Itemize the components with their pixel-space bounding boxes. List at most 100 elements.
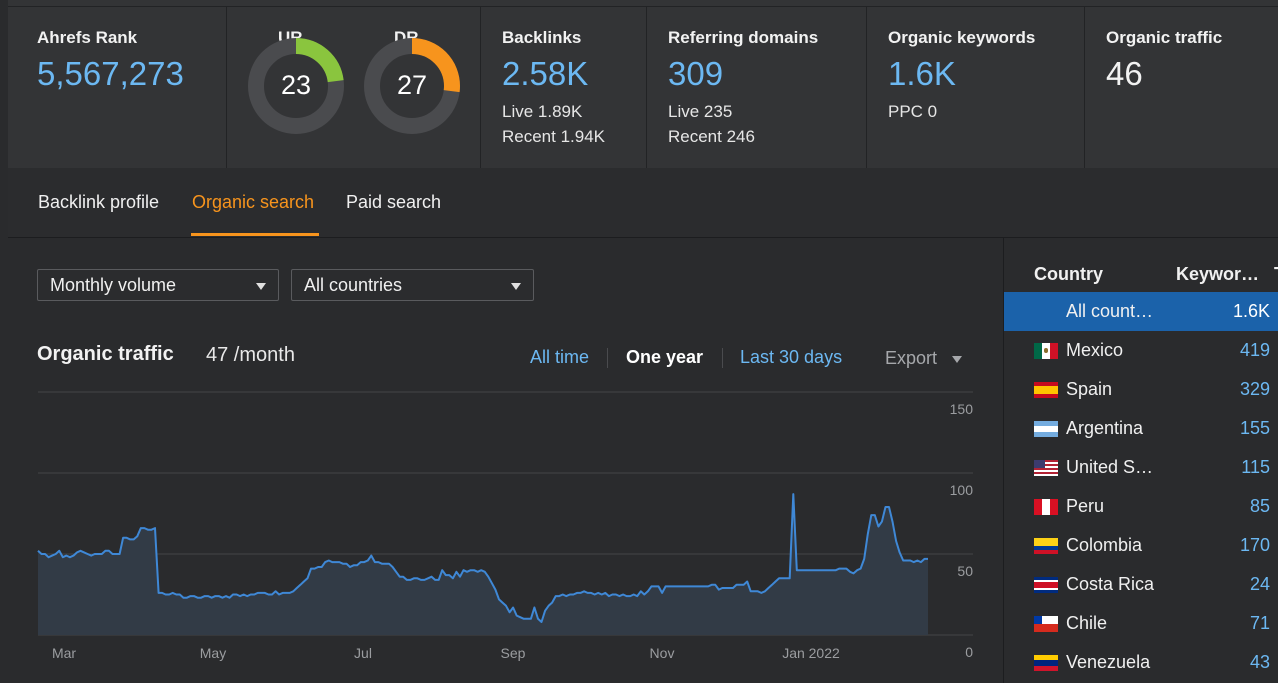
dr-gauge[interactable]: 27 <box>362 36 462 136</box>
keyword-count[interactable]: 24 <box>1249 574 1270 594</box>
keyword-count[interactable]: 329 <box>1239 379 1270 399</box>
venezuela-flag-icon <box>1034 655 1058 671</box>
x-tick-label: Jan 2022 <box>782 645 840 661</box>
traffic-line[interactable] <box>37 493 928 623</box>
section-tabs: Backlink profile Organic search Paid sea… <box>8 168 1278 238</box>
backlinks-recent: Recent 1.94K <box>502 127 606 146</box>
argentina-flag-icon <box>1034 421 1058 437</box>
traffic-area <box>38 494 928 635</box>
table-row[interactable]: Venezuela 43 <box>1004 643 1278 682</box>
keyword-count[interactable]: 71 <box>1249 613 1270 633</box>
organic-traffic-value: 46 <box>1106 55 1143 92</box>
range-divider <box>722 348 723 368</box>
chevron-down-icon <box>952 355 963 363</box>
costa-rica-flag-icon <box>1034 577 1058 593</box>
tab-paid-search[interactable]: Paid search <box>346 192 442 212</box>
mexico-flag-icon <box>1034 343 1058 359</box>
country-name[interactable]: Mexico <box>1066 340 1124 360</box>
metrics-bar: Ahrefs Rank 5,567,273 UR 23 DR 27 Backli… <box>8 0 1278 169</box>
organic-keywords-card: Organic keywords 1.6K PPC 0 <box>867 7 1085 168</box>
organic-traffic-panel: Monthly volume All countries Organic tra… <box>8 238 1004 683</box>
ahrefs-rank-value[interactable]: 5,567,273 <box>37 55 184 92</box>
keyword-count[interactable]: 43 <box>1249 652 1270 672</box>
keyword-count[interactable]: 85 <box>1249 496 1270 516</box>
table-row[interactable]: Spain 329 <box>1004 370 1278 409</box>
country-select[interactable]: All countries <box>291 269 534 301</box>
ur-dr-card: UR 23 DR 27 <box>227 7 481 168</box>
y-tick-label: 100 <box>950 482 974 498</box>
table-row[interactable]: Mexico 419 <box>1004 331 1278 370</box>
country-select-value: All countries <box>304 275 403 295</box>
tab-organic-search[interactable]: Organic search <box>192 192 315 212</box>
usa-flag-icon <box>1034 460 1058 476</box>
export-button[interactable]: Export <box>885 348 963 369</box>
country-name[interactable]: Chile <box>1066 613 1108 633</box>
chart-title: Organic traffic <box>37 343 174 365</box>
backlinks-card: Backlinks 2.58K Live 1.89K Recent 1.94K <box>481 7 647 168</box>
volume-select[interactable]: Monthly volume <box>37 269 279 301</box>
country-table: Country Keywor… T All count… 1.6K Mexico 41… <box>1004 238 1278 683</box>
y-tick-label: 0 <box>965 644 973 660</box>
x-tick-label: Jul <box>354 645 372 661</box>
keyword-count[interactable]: 170 <box>1239 535 1270 555</box>
country-name[interactable]: Venezuela <box>1066 652 1151 672</box>
referring-domains-value[interactable]: 309 <box>668 55 724 92</box>
referring-domains-live: Live 235 <box>668 102 733 121</box>
keywords-column-header[interactable]: Keywor… <box>1176 264 1260 284</box>
country-name[interactable]: All count… <box>1066 301 1154 321</box>
table-row[interactable]: Peru 85 <box>1004 487 1278 526</box>
range-all-time[interactable]: All time <box>530 347 590 367</box>
export-label: Export <box>885 348 938 368</box>
country-name[interactable]: United S… <box>1066 457 1154 477</box>
chart-value: 47 /month <box>206 344 295 366</box>
organic-traffic-label: Organic traffic <box>1106 28 1223 47</box>
keyword-count[interactable]: 155 <box>1239 418 1270 438</box>
country-name[interactable]: Peru <box>1066 496 1105 516</box>
country-name[interactable]: Spain <box>1066 379 1113 399</box>
y-tick-label: 150 <box>950 401 974 417</box>
chile-flag-icon <box>1034 616 1058 632</box>
backlinks-live: Live 1.89K <box>502 102 583 121</box>
traffic-column-header[interactable]: T <box>1274 264 1278 285</box>
volume-select-value: Monthly volume <box>50 275 177 295</box>
table-row[interactable]: All count… 1.6K <box>1004 292 1278 331</box>
country-name[interactable]: Costa Rica <box>1066 574 1155 594</box>
keyword-count[interactable]: 419 <box>1239 340 1270 360</box>
ahrefs-rank-card: Ahrefs Rank 5,567,273 <box>8 7 227 168</box>
table-row[interactable]: United S… 115 <box>1004 448 1278 487</box>
keyword-count[interactable]: 115 <box>1241 457 1270 477</box>
keyword-count[interactable]: 1.6K <box>1232 301 1270 321</box>
x-tick-label: Mar <box>52 645 76 661</box>
chevron-down-icon <box>256 283 266 290</box>
dr-value: 27 <box>397 70 427 100</box>
table-row[interactable]: Colombia 170 <box>1004 526 1278 565</box>
country-name[interactable]: Colombia <box>1066 535 1143 555</box>
ur-gauge[interactable]: 23 <box>246 36 346 136</box>
organic-traffic-chart[interactable]: 150 100 50 0 Mar May Jul Sep Nov Jan 2022 <box>8 383 1003 683</box>
chevron-down-icon <box>511 283 521 290</box>
y-tick-label: 50 <box>957 563 973 579</box>
x-tick-label: May <box>200 645 226 661</box>
tab-backlink-profile[interactable]: Backlink profile <box>38 192 160 212</box>
referring-domains-recent: Recent 246 <box>668 127 755 146</box>
country-column-header[interactable]: Country <box>1034 264 1103 284</box>
organic-traffic-card: Organic traffic 46 <box>1085 7 1278 168</box>
referring-domains-label: Referring domains <box>668 28 819 47</box>
country-name[interactable]: Argentina <box>1066 418 1144 438</box>
organic-keywords-value[interactable]: 1.6K <box>888 55 956 92</box>
x-tick-label: Sep <box>501 645 526 661</box>
range-one-year[interactable]: One year <box>626 347 704 367</box>
ur-value: 23 <box>281 70 311 100</box>
table-row[interactable]: Chile 71 <box>1004 604 1278 643</box>
x-tick-label: Nov <box>650 645 675 661</box>
ppc-value: PPC 0 <box>888 102 938 121</box>
range-last-30-days[interactable]: Last 30 days <box>740 347 843 367</box>
peru-flag-icon <box>1034 499 1058 515</box>
spain-flag-icon <box>1034 382 1058 398</box>
table-row[interactable]: Argentina 155 <box>1004 409 1278 448</box>
backlinks-value[interactable]: 2.58K <box>502 55 589 92</box>
table-row[interactable]: Costa Rica 24 <box>1004 565 1278 604</box>
range-divider <box>607 348 608 368</box>
active-tab-indicator <box>191 233 319 236</box>
ahrefs-rank-label: Ahrefs Rank <box>37 28 138 47</box>
